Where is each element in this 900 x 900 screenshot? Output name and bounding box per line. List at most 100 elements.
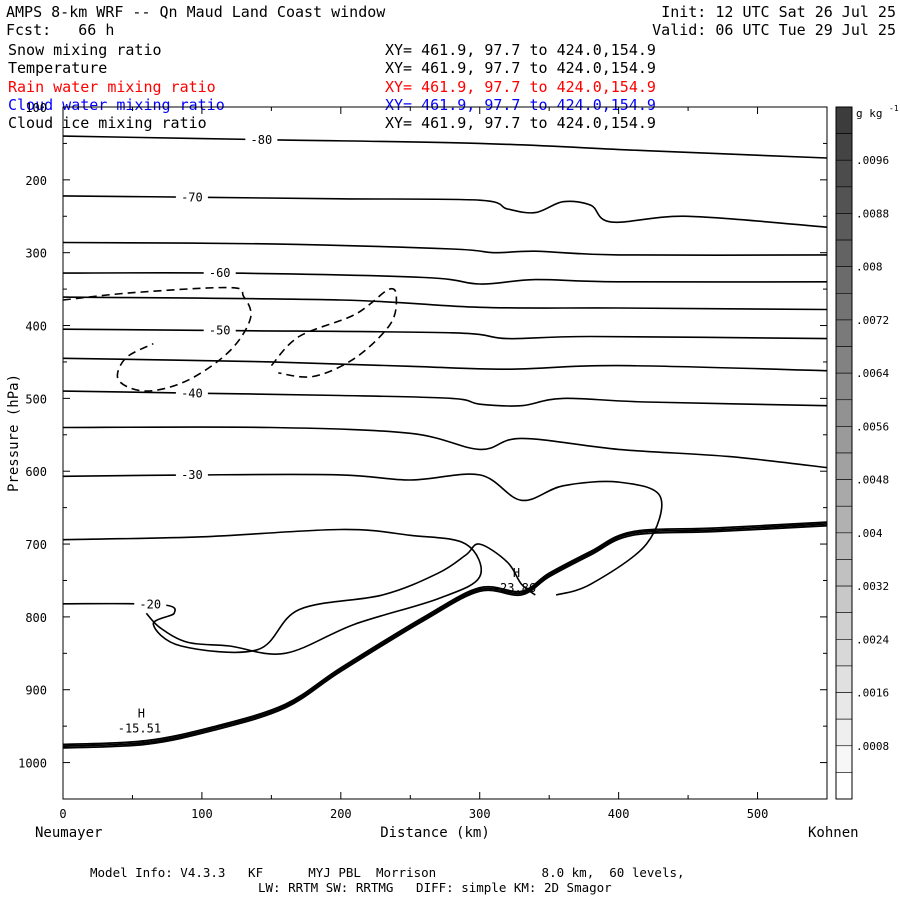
colorbar-cell: [835, 159, 853, 188]
contour-label-bg: [203, 323, 236, 338]
contour-label-bg: [134, 597, 167, 612]
colorbar-cell: [835, 532, 853, 560]
x-axis-label: Distance (km): [380, 825, 490, 841]
valid-time: Valid: 06 UTC Tue 29 Jul 25: [652, 21, 896, 39]
contour-label-bg: [175, 467, 208, 482]
colorbar-cell: [835, 639, 853, 667]
field-name: Rain water mixing ratio: [8, 77, 216, 96]
field-name: Cloud ice mixing ratio: [8, 114, 207, 133]
colorbar-cell: [835, 213, 853, 241]
field-xy-range: XY= 461.9, 97.7 to 424.0,154.9: [385, 77, 656, 96]
x-tick-label: 500: [747, 807, 769, 821]
temperature-contour: [62, 296, 828, 311]
y-tick-label: 600: [25, 465, 47, 479]
field-xy-range: XY= 461.9, 97.7 to 424.0,154.9: [385, 41, 656, 59]
snow-contour: [270, 287, 398, 378]
colorbar-cell: [835, 745, 853, 773]
terrain-line: [62, 524, 828, 749]
colorbar-label: .0096: [856, 154, 889, 167]
colorbar-label: .0056: [856, 420, 889, 433]
plot-frame: [62, 106, 828, 800]
extremum-value: -15.51: [118, 721, 161, 735]
colorbar-cell: [835, 479, 853, 507]
colorbar-cell: [835, 612, 853, 640]
y-axis-label: Pressure (hPa): [6, 374, 22, 492]
field-xy-range: XY= 461.9, 97.7 to 424.0,154.9: [385, 114, 656, 133]
contour-label-bg: [203, 266, 236, 281]
colorbar-label: .0088: [856, 207, 889, 220]
colorbar-label: .0064: [856, 367, 889, 380]
temperature-contour: [62, 426, 828, 469]
contour-label-bg: [175, 190, 208, 205]
colorbar-cell: [835, 772, 853, 800]
colorbar-cell: [835, 239, 853, 267]
x-tick-label: 400: [608, 807, 630, 821]
colorbar-cell: [835, 106, 853, 134]
forecast-hour: Fcst: 66 h: [6, 21, 115, 39]
colorbar-cell: [835, 266, 853, 294]
x-tick-label: 0: [59, 807, 66, 821]
colorbar-cell: [835, 585, 853, 613]
colorbar-cell: [835, 452, 853, 480]
colorbar-label: .0016: [856, 687, 889, 700]
colorbar-label: .0024: [856, 633, 889, 646]
contour-label: -60: [209, 266, 231, 280]
temperature-contour: [62, 390, 828, 407]
y-tick-label: 500: [25, 392, 47, 406]
y-tick-label: 1000: [18, 757, 47, 771]
temperature-contour: [62, 241, 828, 256]
y-tick-label: 300: [25, 247, 47, 261]
contour-label-bg: [175, 386, 208, 401]
temperature-contour: [62, 357, 828, 372]
colorbar-cell: [835, 692, 853, 720]
colorbar-label: .0032: [856, 580, 889, 593]
colorbar-cell: [835, 665, 853, 693]
field-name: Temperature: [8, 59, 108, 78]
colorbar-label: .0072: [856, 314, 889, 327]
colorbar-unit: g kg: [856, 107, 883, 120]
y-tick-label: 700: [25, 538, 47, 552]
extremum-marker: H: [138, 706, 145, 720]
colorbar-cell: [835, 559, 853, 587]
x-tick-label: 300: [469, 807, 491, 821]
x-endpoint-left: Neumayer: [35, 825, 102, 841]
colorbar-cell: [835, 186, 853, 214]
contour-label: -80: [251, 133, 273, 147]
colorbar-cell: [835, 718, 853, 747]
contour-label: -30: [181, 468, 203, 482]
extremum-value: -23.86: [493, 581, 536, 595]
physics-info: LW: RRTM SW: RRTMG DIFF: simple KM: 2D S…: [258, 880, 612, 895]
y-tick-label: 800: [25, 611, 47, 625]
temperature-contour: [62, 135, 828, 159]
field-name: Snow mixing ratio: [8, 41, 162, 59]
terrain-line: [62, 521, 828, 746]
colorbar-cell: [835, 293, 853, 321]
colorbar-cell: [835, 346, 853, 374]
temperature-contour: [62, 328, 828, 340]
y-tick-label: 900: [25, 684, 47, 698]
colorbar-label: .0048: [856, 474, 889, 487]
temperature-contour: [62, 271, 828, 285]
init-time: Init: 12 UTC Sat 26 Jul 25: [661, 3, 896, 21]
field-xy-range: XY= 461.9, 97.7 to 424.0,154.9: [385, 59, 656, 78]
temperature-contour: [62, 473, 663, 596]
extremum-marker: H: [513, 566, 520, 580]
colorbar-label: .008: [856, 261, 883, 274]
colorbar-cell: [835, 426, 853, 454]
terrain-line: [62, 523, 828, 747]
temperature-contour: [62, 543, 536, 654]
contour-label-bg: [245, 132, 278, 147]
colorbar-cell: [835, 505, 853, 534]
contour-label: -70: [181, 190, 203, 204]
contour-label: -50: [209, 324, 231, 338]
colorbar-label: .004: [856, 527, 883, 540]
y-tick-label: 400: [25, 320, 47, 334]
field-xy-range: XY= 461.9, 97.7 to 424.0,154.9: [385, 95, 656, 114]
contour-label: -20: [139, 598, 161, 612]
colorbar-unit-exponent: -1: [889, 104, 899, 113]
chart-title: AMPS 8-km WRF -- Qn Maud Land Coast wind…: [6, 3, 386, 21]
field-name: Cloud water mixing ratio: [8, 95, 225, 114]
colorbar-cell: [835, 133, 853, 161]
colorbar-frame: [835, 106, 853, 800]
